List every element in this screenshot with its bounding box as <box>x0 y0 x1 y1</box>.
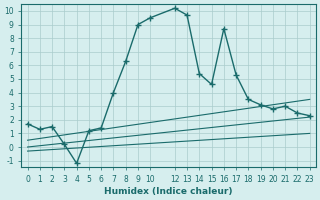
X-axis label: Humidex (Indice chaleur): Humidex (Indice chaleur) <box>104 187 233 196</box>
